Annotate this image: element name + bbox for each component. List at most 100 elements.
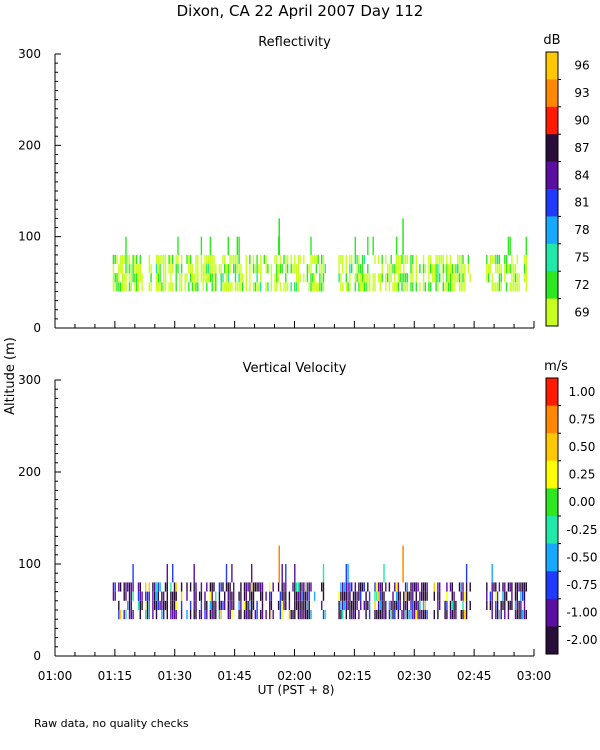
data-cell <box>451 600 453 610</box>
data-cell <box>351 264 353 274</box>
data-cell <box>406 273 409 283</box>
data-cell <box>381 582 383 592</box>
data-cell <box>451 282 453 292</box>
data-cell <box>406 582 409 592</box>
data-cell <box>177 264 179 274</box>
data-cell <box>365 591 367 601</box>
data-cell <box>238 591 240 601</box>
data-cell <box>304 610 307 620</box>
data-cell <box>238 610 240 620</box>
data-cell <box>195 610 197 620</box>
data-cell <box>139 610 141 620</box>
data-cell <box>502 591 504 601</box>
data-cell <box>410 273 412 283</box>
data-cell <box>406 282 409 292</box>
data-cell <box>404 600 407 610</box>
colorbar-swatch <box>546 488 558 517</box>
data-cell <box>500 600 502 610</box>
data-cell <box>381 273 383 283</box>
data-cell <box>379 591 382 601</box>
colorbar-swatch <box>546 134 558 163</box>
data-cell <box>189 254 192 264</box>
data-cell <box>422 582 425 592</box>
data-cell <box>453 273 455 283</box>
data-cell <box>114 582 116 592</box>
data-cell <box>254 610 256 620</box>
data-cell <box>148 582 150 592</box>
data-cell <box>495 582 497 592</box>
data-cell <box>342 282 344 292</box>
data-cell <box>245 273 247 283</box>
data-cell <box>209 273 212 283</box>
data-cell <box>322 564 325 583</box>
data-cell <box>376 582 378 592</box>
data-cell <box>294 600 296 610</box>
data-cell <box>304 582 307 592</box>
data-cell <box>403 600 405 610</box>
data-cell <box>394 264 396 274</box>
data-cell <box>433 591 435 601</box>
data-cell <box>285 600 287 610</box>
data-cell <box>399 600 401 610</box>
data-cell <box>125 282 127 292</box>
data-cell <box>498 282 501 292</box>
data-cell <box>518 273 520 283</box>
data-cell <box>363 282 365 292</box>
data-cell <box>439 600 441 610</box>
data-cell <box>125 591 127 601</box>
data-cell <box>410 282 412 292</box>
colorbar-label: 93 <box>574 86 589 100</box>
data-cell <box>430 264 432 274</box>
data-cell <box>496 264 499 274</box>
data-cell <box>458 264 461 274</box>
data-cell <box>281 591 283 601</box>
data-cell <box>381 610 383 620</box>
data-cell <box>453 264 455 274</box>
data-cell <box>198 591 201 601</box>
data-cell <box>195 254 197 264</box>
data-cell <box>139 273 141 283</box>
data-cell <box>462 591 464 601</box>
data-cell <box>518 610 520 620</box>
data-cell <box>496 282 499 292</box>
data-cell <box>388 264 391 274</box>
data-cell <box>363 254 365 264</box>
data-cell <box>356 600 358 610</box>
data-cell <box>220 264 222 274</box>
data-cell <box>319 282 321 292</box>
data-cell <box>224 264 226 274</box>
data-cell <box>193 582 195 592</box>
data-cell <box>188 264 190 274</box>
panel-reflectivity: Reflectivity 0 100 200 300 dB 96 93 90 87 84 81 78 75… <box>18 33 590 335</box>
data-cell <box>285 254 287 264</box>
data-cell <box>189 273 192 283</box>
data-cell <box>146 600 149 610</box>
data-cell <box>511 600 513 610</box>
data-cell <box>390 264 392 274</box>
data-cell <box>168 254 170 264</box>
data-cell <box>394 610 396 620</box>
data-cell <box>361 273 364 283</box>
data-cell <box>397 254 400 264</box>
data-cell <box>154 582 156 592</box>
data-cell <box>410 600 412 610</box>
data-cell <box>525 264 527 274</box>
data-cell <box>119 282 122 292</box>
data-cell <box>374 273 376 283</box>
data-cell <box>458 282 461 292</box>
data-cell <box>252 282 255 292</box>
data-cell <box>493 282 495 292</box>
data-cell <box>340 610 342 620</box>
data-cell <box>426 591 428 601</box>
data-cell <box>361 282 364 292</box>
data-cell <box>157 254 159 264</box>
x-tick-label: 03:00 <box>517 669 552 683</box>
data-cell <box>342 600 344 610</box>
data-cell <box>321 273 323 283</box>
data-cell <box>469 600 471 610</box>
data-cell <box>360 282 362 292</box>
data-cell <box>465 591 468 601</box>
data-cell <box>272 582 274 592</box>
data-cell <box>252 600 255 610</box>
data-cell <box>437 273 439 283</box>
